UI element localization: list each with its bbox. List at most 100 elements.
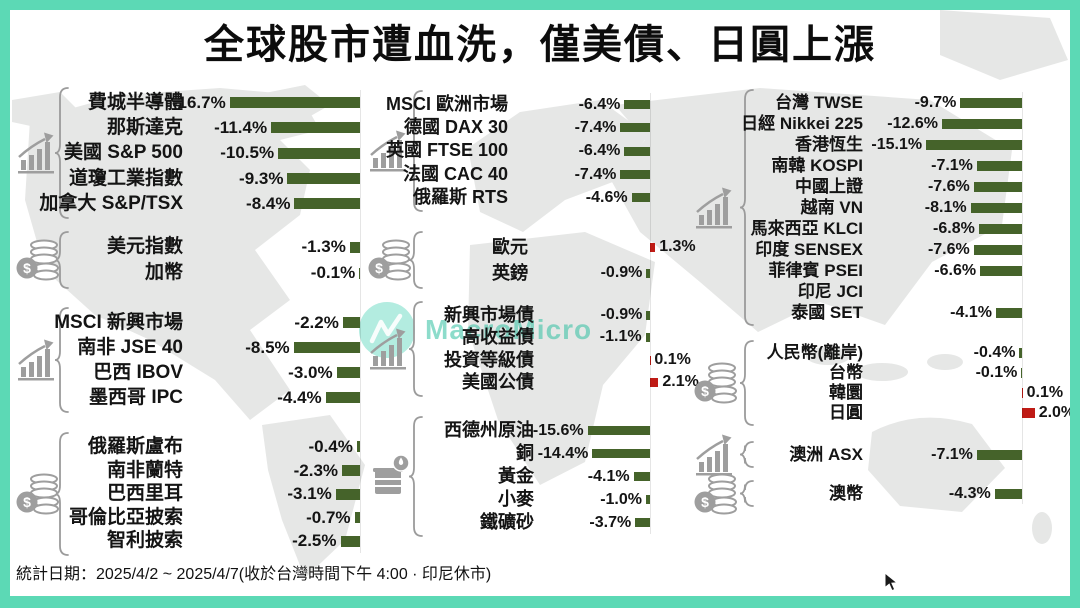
coins-icon: $: [15, 237, 61, 283]
market-value: -8.4%: [246, 193, 291, 213]
market-label: 美國公債: [462, 372, 534, 393]
group-bracket: [54, 87, 70, 224]
market-label: 馬來西亞 KLCI: [750, 219, 863, 238]
market-label: 人民幣(離岸): [766, 343, 863, 362]
market-value: -4.4%: [277, 388, 322, 407]
market-label: 黃金: [498, 466, 534, 486]
market-label: 俄羅斯 RTS: [412, 186, 508, 207]
market-bar: [941, 118, 1022, 129]
market-bar: [342, 317, 360, 328]
market-label: 巴西里耳: [106, 483, 183, 505]
frame-border-left: [0, 0, 10, 608]
market-label: 南非 JSE 40: [77, 337, 183, 358]
market-value: -14.4%: [537, 445, 589, 462]
group-bracket: [408, 301, 424, 402]
market-label: 加幣: [144, 262, 183, 283]
market-bar: [271, 122, 360, 134]
market-label: 南韓 KOSPI: [771, 156, 863, 175]
market-bar: [335, 488, 360, 500]
market-label: 哥倫比亞披索: [68, 506, 183, 528]
market-label: 香港恆生: [795, 135, 863, 154]
market-bar: [646, 495, 650, 504]
market-value: -15.6%: [532, 422, 584, 439]
market-value: -12.6%: [887, 115, 938, 132]
market-bar: [287, 172, 360, 184]
market-label: 鐵礦砂: [480, 512, 534, 532]
market-value: -7.6%: [927, 241, 970, 258]
coins-icon: $: [693, 471, 739, 517]
market-bar: [635, 518, 650, 527]
group-bracket: [739, 89, 755, 331]
market-value: 2.1%: [662, 373, 699, 391]
market-value: -0.1%: [975, 364, 1018, 381]
market-bar: [973, 244, 1022, 255]
market-bar: [646, 310, 650, 320]
market-bar: [624, 146, 650, 156]
market-bar: [349, 241, 360, 253]
trend-chart-icon: [367, 326, 413, 372]
column-baseline-axis: [650, 93, 651, 534]
market-label: 日經 Nikkei 225: [741, 114, 863, 133]
trend-chart-icon: [693, 185, 739, 231]
market-bar: [342, 464, 360, 476]
market-bar: [970, 202, 1022, 213]
market-bar: [229, 97, 360, 109]
market-value: -6.4%: [578, 96, 621, 113]
market-value: -7.4%: [574, 165, 617, 183]
market-bar: [293, 342, 360, 353]
market-value: 1.3%: [659, 238, 696, 255]
column-baseline-axis: [1022, 92, 1023, 504]
market-value: -2.2%: [294, 313, 339, 332]
market-bar: [1021, 368, 1022, 378]
coins-icon: $: [367, 237, 413, 283]
group-bracket: [739, 340, 755, 431]
market-value: -6.6%: [934, 262, 977, 279]
market-value: 0.1%: [654, 350, 691, 368]
market-value: -0.7%: [306, 507, 351, 527]
market-value: -7.4%: [574, 119, 617, 137]
market-label: 費城半導體: [87, 92, 183, 113]
market-label: 越南 VN: [800, 198, 863, 217]
market-label: 那斯達克: [106, 117, 183, 139]
trend-chart-icon: [693, 432, 739, 478]
oil-barrel-icon: [367, 453, 413, 500]
market-label: 印度 SENSEX: [755, 240, 863, 259]
market-label: 智利披索: [106, 530, 183, 552]
market-value: -2.3%: [293, 460, 339, 480]
market-value: -8.1%: [924, 199, 967, 216]
market-label: 台灣 TWSE: [775, 93, 863, 112]
market-value: -0.1%: [310, 263, 356, 282]
market-label: 英鎊: [492, 263, 528, 283]
market-bar: [359, 267, 360, 279]
market-value: -10.5%: [220, 143, 275, 163]
market-label: 法國 CAC 40: [402, 163, 508, 184]
frame-border-bottom: [0, 596, 1080, 608]
market-bar: [278, 147, 360, 159]
svg-text:$: $: [23, 494, 31, 510]
group-bracket: [739, 441, 755, 473]
frame-border-right: [1070, 0, 1080, 608]
group-bracket: [739, 480, 755, 512]
market-bar: [994, 488, 1022, 499]
market-label: 英國 FTSE 100: [385, 140, 508, 161]
market-bar: [995, 307, 1022, 318]
market-label: 印尼 JCI: [797, 282, 863, 301]
coins-icon: $: [15, 471, 61, 517]
market-label: 韓圜: [829, 383, 863, 402]
market-value: -3.0%: [288, 363, 333, 382]
market-bar: [1022, 388, 1023, 398]
market-value: -3.1%: [287, 484, 332, 504]
market-bar: [980, 265, 1022, 276]
market-label: 西德州原油: [444, 420, 534, 440]
market-value: -1.3%: [301, 237, 346, 256]
market-label: 投資等級債: [444, 349, 534, 370]
market-label: 加拿大 S&P/TSX: [39, 192, 183, 214]
market-bar: [620, 169, 650, 179]
market-bar: [646, 268, 650, 278]
column-baseline-axis: [360, 90, 361, 553]
market-label: 日圓: [829, 403, 863, 422]
market-label: 菲律賓 PSEI: [768, 261, 863, 280]
frame-border-top: [0, 0, 1080, 10]
market-label: 泰國 SET: [791, 303, 863, 322]
market-value: -6.8%: [933, 220, 975, 237]
